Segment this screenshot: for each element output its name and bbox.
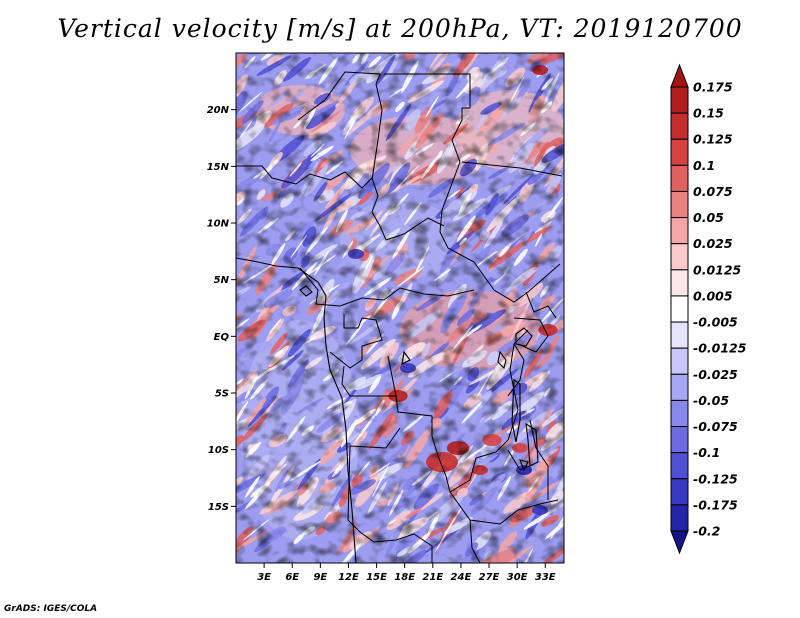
longitude-axis: 3E 6E 9E 12E 15E 18E 21E 24E 27E 30E 33E [257, 563, 556, 583]
colorbar-label: 0.15 [693, 106, 724, 121]
lon-tick-label: 24E [451, 572, 472, 583]
lon-tick-label: 18E [394, 572, 415, 583]
lat-tick-label: 5N [214, 275, 230, 286]
lat-tick-label: 15N [207, 162, 230, 173]
colorbar-bin [670, 452, 689, 480]
colorbar-bin [670, 217, 689, 245]
lat-tick-label: 15S [208, 502, 229, 513]
lon-tick-label: 15E [366, 572, 387, 583]
lake-outlines [401, 327, 539, 472]
grads-credit: GrADS: IGES/COLA [4, 604, 98, 614]
colorbar-triangle-top [670, 63, 689, 88]
colorbar-bin [670, 138, 689, 166]
lon-tick-label: 21E [422, 572, 443, 583]
lon-tick-label: 3E [257, 572, 271, 583]
colorbar-label: 0.075 [693, 184, 733, 199]
colorbar-label: 0.1 [693, 158, 715, 173]
colorbar-label: 0.175 [693, 80, 733, 95]
colorbar-bin [670, 426, 689, 454]
map-title: Vertical velocity [m/s] at 200hPa, VT: 2… [57, 14, 743, 43]
lon-tick-label: 12E [338, 572, 359, 583]
colorbar-bin [670, 112, 689, 140]
colorbar-label: -0.05 [693, 393, 729, 408]
map-panel: 20N 15N 10N 5N EQ 5S 10S 15S 3E 6E 9E 12E 15E 18E 21E… [207, 52, 565, 583]
lon-tick-label: 9E [313, 572, 327, 583]
colorbar-bin [670, 321, 689, 349]
colorbar-label: -0.075 [693, 419, 738, 434]
lat-tick-label: 20N [207, 105, 230, 116]
lon-tick-label: 6E [285, 572, 299, 583]
colorbar-bin [670, 478, 689, 506]
lon-tick-label: 30E [507, 572, 528, 583]
colorbar-bin [670, 373, 689, 401]
latitude-axis: 20N 15N 10N 5N EQ 5S 10S 15S [207, 105, 236, 513]
colorbar-label: -0.025 [693, 367, 738, 382]
colorbar-bin [670, 347, 689, 375]
colorbar-label: -0.0125 [693, 341, 747, 356]
coastline [236, 257, 357, 563]
colorbar-label: -0.005 [693, 315, 738, 330]
colorbar-bin [670, 164, 689, 192]
colorbar-triangle-bottom [670, 530, 689, 555]
lat-tick-label: 10S [208, 445, 229, 456]
lon-tick-label: 33E [535, 572, 556, 583]
colorbar-label: 0.05 [693, 210, 724, 225]
colorbar-bin [670, 295, 689, 323]
colorbar-label: -0.175 [693, 497, 738, 512]
colorbar-label: 0.005 [693, 288, 733, 303]
colorbar-label: -0.125 [693, 471, 738, 486]
colorbar-bin [670, 243, 689, 271]
colorbar-label: 0.0125 [693, 262, 742, 277]
colorbar-label: -0.1 [693, 445, 720, 460]
map-frame [235, 52, 565, 564]
colorbar-label: 0.025 [693, 236, 733, 251]
colorbar-bin [670, 86, 689, 114]
colorbar-bin [670, 399, 689, 428]
field-texture [236, 53, 564, 563]
lat-tick-label: EQ [214, 332, 230, 343]
colorbar-bin [670, 504, 689, 532]
lon-tick-label: 27E [479, 572, 500, 583]
colorbar: 0.175 0.15 0.125 0.1 0.075 0.05 0.025 0.0125 0.0… [670, 63, 747, 555]
lat-tick-label: 5S [215, 389, 229, 400]
colorbar-label: 0.125 [693, 132, 733, 147]
lat-tick-label: 10N [207, 219, 230, 230]
colorbar-bin [670, 190, 689, 219]
colorbar-label: -0.2 [693, 524, 720, 539]
country-borders [236, 71, 563, 563]
colorbar-bin [670, 269, 689, 297]
